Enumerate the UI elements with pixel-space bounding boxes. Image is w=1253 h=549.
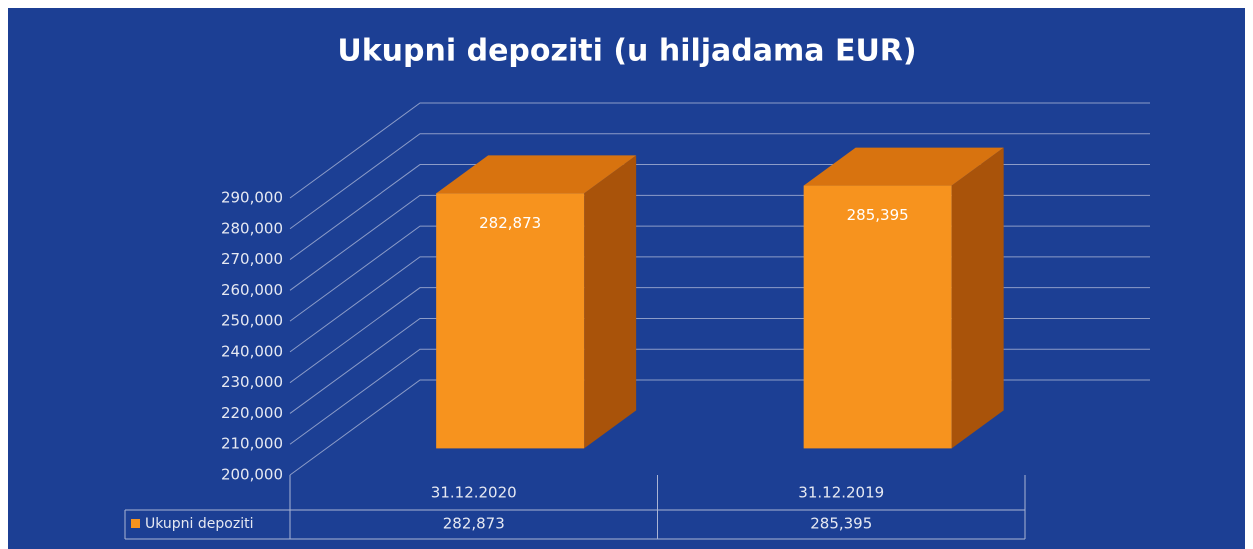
grid-line bbox=[289, 133, 1150, 230]
bar-side bbox=[951, 147, 1004, 449]
y-tick-label: 260,000 bbox=[221, 281, 283, 299]
table-value: 282,873 bbox=[443, 515, 505, 533]
legend-label: Ukupni depoziti bbox=[145, 516, 253, 532]
bar-top bbox=[803, 147, 1004, 186]
y-tick-label: 230,000 bbox=[221, 373, 283, 391]
data-label: 282,873 bbox=[479, 214, 541, 232]
y-tick-label: 220,000 bbox=[221, 404, 283, 422]
chart-title: Ukupni depoziti (u hiljadama EUR) bbox=[337, 34, 916, 69]
x-tick-label: 31.12.2019 bbox=[798, 484, 884, 502]
table-value: 285,395 bbox=[810, 515, 872, 533]
bar-top bbox=[436, 155, 637, 194]
bar bbox=[803, 185, 952, 449]
legend-swatch bbox=[131, 519, 140, 528]
grid-line bbox=[289, 102, 1150, 199]
y-tick-label: 200,000 bbox=[221, 466, 283, 484]
y-tick-label: 290,000 bbox=[221, 189, 283, 207]
y-tick-label: 210,000 bbox=[221, 435, 283, 453]
x-tick-label: 31.12.2020 bbox=[431, 484, 517, 502]
data-label: 285,395 bbox=[847, 206, 909, 224]
y-tick-label: 240,000 bbox=[221, 342, 283, 360]
bar-side bbox=[584, 155, 637, 449]
y-tick-label: 250,000 bbox=[221, 312, 283, 330]
y-tick-label: 280,000 bbox=[221, 219, 283, 237]
bar bbox=[436, 193, 585, 449]
y-tick-label: 270,000 bbox=[221, 250, 283, 268]
